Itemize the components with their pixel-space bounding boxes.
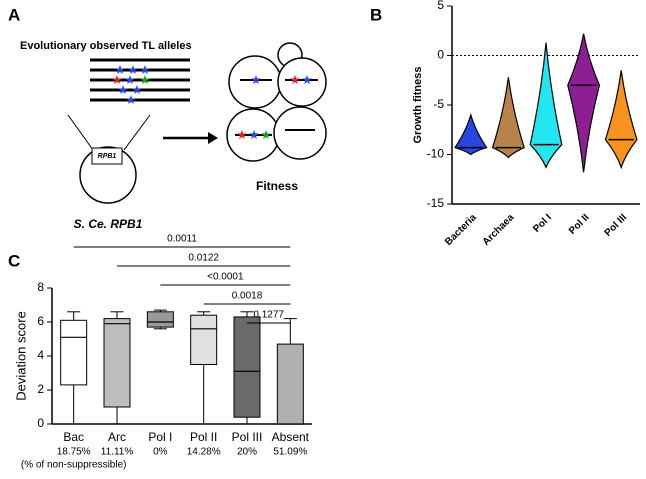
p-value: 0.0122 bbox=[188, 253, 219, 264]
x-tick-label: Pol II bbox=[567, 212, 592, 237]
y-tick-label: 0 bbox=[437, 48, 444, 62]
p-value: <0.0001 bbox=[207, 272, 244, 283]
x-tick-label: Pol III bbox=[232, 430, 263, 444]
box bbox=[103, 318, 131, 408]
violin bbox=[604, 70, 638, 170]
percent-label: 14.28% bbox=[187, 447, 221, 458]
percent-label: 0% bbox=[153, 447, 168, 458]
y-tick-label: -5 bbox=[433, 97, 444, 111]
diagram-title: Evolutionary observed TL alleles bbox=[20, 40, 192, 52]
y-tick-label: 0 bbox=[37, 416, 44, 430]
box bbox=[60, 319, 88, 386]
percent-note: (% of non-suppressible) bbox=[21, 460, 127, 471]
y-tick-label: 8 bbox=[37, 280, 44, 294]
x-tick-label: Pol III bbox=[603, 212, 630, 239]
y-tick-label: 4 bbox=[37, 348, 44, 362]
x-tick-label: Pol I bbox=[148, 430, 172, 444]
percent-label: 11.11% bbox=[101, 447, 134, 458]
x-tick-label: Pol II bbox=[190, 430, 217, 444]
y-tick-label: -15 bbox=[427, 196, 445, 210]
violin bbox=[567, 33, 601, 173]
x-tick-label: Bac bbox=[63, 430, 84, 444]
source-label: S. Ce. RPB1 bbox=[74, 217, 143, 231]
box bbox=[190, 314, 218, 366]
x-tick-label: Bacteria bbox=[443, 212, 479, 248]
box bbox=[146, 311, 174, 328]
box bbox=[276, 343, 304, 425]
p-value: 0.0018 bbox=[232, 291, 263, 302]
gene-box: RPB1 bbox=[98, 153, 117, 160]
violin bbox=[454, 112, 488, 156]
y-tick-label: 6 bbox=[37, 314, 44, 328]
p-value: 0.1277 bbox=[253, 310, 284, 321]
percent-label: 18.75% bbox=[57, 447, 91, 458]
y-axis-label: Growth fitness bbox=[412, 66, 424, 143]
y-tick-label: 2 bbox=[37, 382, 44, 396]
percent-label: 51.09% bbox=[273, 447, 307, 458]
x-tick-label: Arc bbox=[108, 430, 126, 444]
p-value: 0.0011 bbox=[167, 234, 197, 245]
panel-label: C bbox=[8, 251, 20, 270]
x-tick-label: Pol I bbox=[531, 212, 554, 235]
percent-label: 20% bbox=[237, 447, 257, 458]
target-label: Fitness bbox=[256, 179, 298, 193]
violin bbox=[529, 42, 563, 169]
x-tick-label: Archaea bbox=[481, 212, 517, 248]
panel-label: A bbox=[8, 5, 20, 24]
y-tick-label: -10 bbox=[427, 147, 445, 161]
y-axis-label: Deviation score bbox=[13, 311, 28, 401]
violin bbox=[491, 77, 525, 159]
box bbox=[233, 316, 261, 418]
y-tick-label: 5 bbox=[437, 0, 444, 12]
panel-label: B bbox=[370, 5, 382, 24]
schematic: Evolutionary observed TL alleles RPB1 S.… bbox=[20, 40, 327, 231]
x-tick-label: Absent bbox=[272, 430, 310, 444]
